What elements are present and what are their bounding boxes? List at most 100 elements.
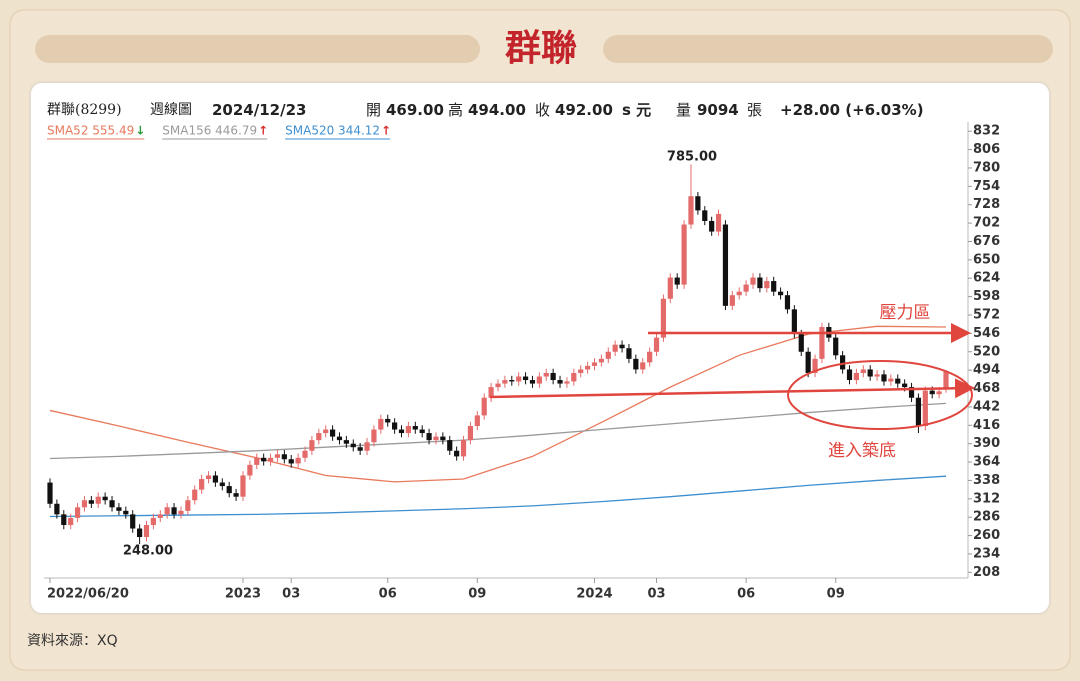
candle-body bbox=[398, 429, 405, 434]
candle-body bbox=[502, 380, 508, 384]
candle-body bbox=[908, 387, 915, 398]
candle-body bbox=[474, 415, 480, 426]
period: 週線圖 bbox=[150, 102, 192, 118]
candle-body bbox=[343, 440, 349, 444]
bottoming-label: 進入築底 bbox=[828, 441, 896, 461]
legend-trend: ↓ bbox=[135, 124, 145, 138]
candle-body bbox=[412, 426, 418, 430]
candle-body bbox=[516, 376, 522, 382]
candle-body bbox=[791, 309, 797, 335]
candle-body bbox=[585, 365, 591, 370]
candle-body bbox=[171, 507, 177, 515]
y-tick-label: 676 bbox=[973, 234, 1000, 249]
x-tick-label: 06 bbox=[737, 587, 755, 602]
candle-body bbox=[274, 454, 281, 458]
candle-body bbox=[357, 447, 363, 451]
candle-body bbox=[915, 397, 922, 426]
x-tick-label: 09 bbox=[468, 587, 486, 602]
close: 492.00 bbox=[555, 101, 613, 119]
candle-body bbox=[578, 369, 584, 373]
candle-body bbox=[350, 443, 356, 448]
legend-entry: SMA520 344.12 bbox=[285, 124, 380, 138]
chart-panel bbox=[29, 81, 1051, 615]
candle-body bbox=[419, 429, 425, 434]
candle-body bbox=[812, 358, 818, 373]
y-tick-label: 572 bbox=[973, 308, 1000, 323]
candle-body bbox=[922, 390, 928, 426]
x-tick-label: 06 bbox=[379, 587, 397, 602]
candle-body bbox=[846, 369, 853, 381]
candle-body bbox=[777, 291, 784, 296]
candle-body bbox=[626, 348, 632, 359]
candle-body bbox=[88, 500, 94, 504]
candle-body bbox=[460, 440, 467, 457]
candle-body bbox=[536, 376, 542, 384]
candle-body bbox=[178, 510, 184, 515]
candle-body bbox=[240, 475, 246, 497]
candle-body bbox=[819, 327, 825, 359]
y-tick-label: 650 bbox=[973, 252, 1000, 267]
candle-body bbox=[647, 351, 653, 363]
candle-body bbox=[681, 224, 687, 285]
y-tick-label: 702 bbox=[973, 216, 1000, 231]
candle-body bbox=[488, 387, 494, 398]
x-tick-label: 09 bbox=[827, 587, 845, 602]
candle-body bbox=[302, 450, 308, 458]
candle-body bbox=[102, 496, 108, 501]
legend-trend: ↑ bbox=[258, 124, 268, 138]
candle-body bbox=[219, 482, 225, 487]
y-tick-label: 806 bbox=[973, 142, 1000, 157]
candle-body bbox=[192, 489, 198, 501]
candle-body bbox=[757, 277, 763, 289]
candle-body bbox=[543, 372, 549, 377]
stock: 群聯(8299) bbox=[47, 102, 122, 118]
candle-body bbox=[702, 210, 708, 221]
candle-body bbox=[233, 493, 239, 497]
candle-body bbox=[481, 397, 487, 416]
x-tick-label: 03 bbox=[282, 587, 300, 602]
candle-body bbox=[564, 381, 570, 384]
high: 494.00 bbox=[468, 101, 526, 119]
resistance-label: 壓力區 bbox=[880, 303, 931, 323]
x-tick-label: 2024 bbox=[576, 587, 612, 602]
candle-body bbox=[888, 378, 894, 382]
candle-body bbox=[247, 464, 253, 476]
candle-body bbox=[267, 457, 274, 462]
candle-body bbox=[68, 517, 74, 525]
y-tick-label: 260 bbox=[973, 528, 1000, 543]
candle-body bbox=[495, 383, 501, 388]
candle-body bbox=[874, 374, 880, 377]
x-tick-label: 2022/06/20 bbox=[47, 587, 129, 602]
candle-body bbox=[840, 355, 846, 370]
y-tick-label: 494 bbox=[973, 363, 1000, 378]
candle-body bbox=[212, 475, 219, 483]
high-label: 高 bbox=[448, 101, 463, 119]
candle-body bbox=[405, 426, 411, 434]
peak-label: 785.00 bbox=[667, 150, 717, 165]
candle-body bbox=[605, 351, 611, 359]
candle-body bbox=[612, 344, 618, 352]
candle-body bbox=[860, 369, 866, 373]
candle-body bbox=[281, 454, 287, 460]
candle-body bbox=[123, 510, 129, 515]
candle-body bbox=[674, 277, 680, 285]
candle-body bbox=[130, 514, 136, 529]
candle-body bbox=[750, 277, 756, 285]
y-tick-label: 442 bbox=[973, 399, 1000, 414]
y-tick-label: 728 bbox=[973, 197, 1000, 212]
candle-body bbox=[895, 378, 901, 384]
candle-body bbox=[440, 436, 446, 441]
candle-body bbox=[309, 440, 315, 451]
sma-line bbox=[49, 325, 947, 483]
candle-body bbox=[157, 514, 163, 518]
change: +28.00 (+6.03%) bbox=[780, 101, 924, 119]
candle-body bbox=[143, 524, 150, 537]
x-tick-label: 03 bbox=[647, 587, 665, 602]
candle-body bbox=[261, 457, 267, 462]
volume-label: 量 bbox=[676, 101, 691, 119]
candle-body bbox=[943, 371, 949, 388]
candle-body bbox=[447, 440, 453, 451]
candle-body bbox=[695, 196, 701, 211]
plot: 208 234 260 286 312 338 364 390 416 442 468 494 520 5… bbox=[47, 124, 1000, 602]
